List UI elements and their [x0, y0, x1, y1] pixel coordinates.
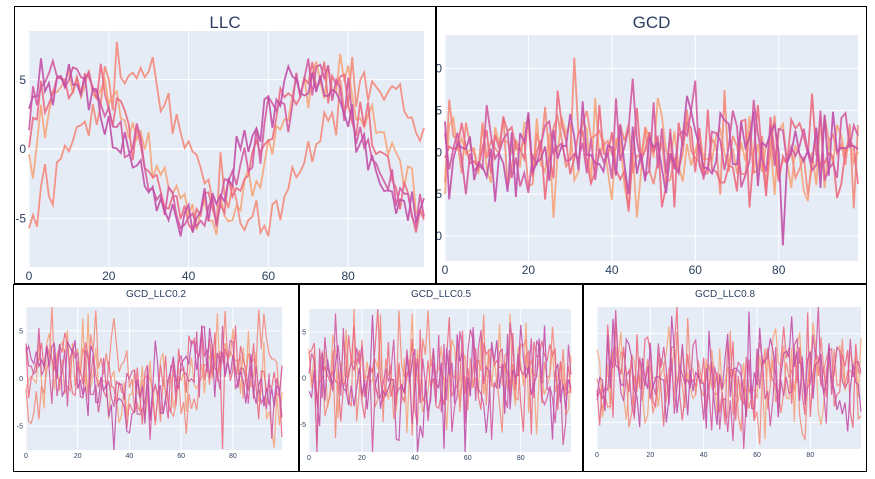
- x-tick-label: 20: [74, 453, 82, 460]
- y-tick-label: 0: [19, 142, 26, 156]
- x-tick-label: 20: [102, 269, 116, 283]
- y-tick-label: -5: [300, 422, 306, 429]
- x-tick-label: 80: [517, 455, 525, 462]
- y-tick-label: -5: [15, 212, 26, 226]
- x-tick-label: 60: [689, 263, 703, 277]
- gcd-llc0.5-chart: 0 20 40 60 80 5 0 -5: [300, 308, 572, 462]
- x-tick-label: 60: [262, 269, 276, 283]
- y-tick-label: 0: [302, 376, 306, 383]
- x-tick-label: 60: [177, 453, 185, 460]
- panel-gcd-llc0.2: 0 20 40 60 80 5 0 -5 GCD_LLC0.2: [13, 284, 299, 472]
- y-tick-label: 5: [437, 104, 442, 118]
- y-tick-label: -5: [17, 424, 23, 431]
- llc-chart: 0 20 40 60 80 5 0 -5: [15, 31, 425, 283]
- x-tick-label: 40: [605, 263, 619, 277]
- y-tick-label: 10: [437, 62, 442, 76]
- series-line: [308, 314, 572, 453]
- x-tick-label: 40: [411, 455, 419, 462]
- chart-title: GCD: [632, 13, 671, 32]
- y-tick-label: 5: [19, 73, 26, 87]
- gcd-llc0.2-chart: 0 20 40 60 80 5 0 -5: [17, 306, 283, 460]
- series-line: [444, 95, 859, 246]
- x-tick-label: 0: [307, 455, 311, 462]
- panel-gcd-llc0.5: 0 20 40 60 80 5 0 -5 GCD_LLC0.5: [299, 284, 583, 472]
- series-line: [28, 57, 425, 230]
- x-tick-label: 80: [342, 269, 356, 283]
- x-tick-label: 80: [772, 263, 786, 277]
- x-tick-label: 0: [26, 269, 33, 283]
- series-line: [308, 308, 572, 435]
- x-tick-label: 40: [700, 452, 708, 459]
- x-tick-label: 40: [182, 269, 196, 283]
- x-tick-label: 60: [464, 455, 472, 462]
- panel-gcd: 0 20 40 60 80 10 5 0 -5 10 GCD: [436, 6, 867, 284]
- panel-llc: 0 20 40 60 80 5 0 -5 LLC: [14, 6, 436, 284]
- chart-title: GCD_LLC0.5: [410, 289, 472, 300]
- y-tick-label: 0: [19, 376, 23, 383]
- series-line: [28, 61, 425, 233]
- x-tick-label: 0: [24, 453, 28, 460]
- x-tick-label: 0: [595, 452, 599, 459]
- series-line: [25, 325, 283, 451]
- x-tick-label: 60: [753, 452, 761, 459]
- x-tick-label: 80: [806, 452, 814, 459]
- chart-title: LLC: [209, 13, 241, 32]
- x-tick-label: 0: [442, 263, 449, 277]
- x-tick-label: 20: [522, 263, 536, 277]
- x-tick-label: 40: [126, 453, 134, 460]
- panel-gcd-llc0.8: 0 20 40 60 80 GCD_LLC0.8: [583, 284, 867, 472]
- series-line: [25, 325, 283, 440]
- y-tick-label: -5: [437, 187, 442, 201]
- gcd-chart: 0 20 40 60 80 10 5 0 -5 10: [437, 35, 859, 277]
- x-tick-label: 20: [358, 455, 366, 462]
- chart-title: GCD_LLC0.2: [125, 289, 187, 300]
- chart-title: GCD_LLC0.8: [694, 289, 756, 300]
- y-tick-label: 5: [302, 330, 306, 337]
- series-line: [596, 306, 862, 450]
- x-tick-label: 80: [229, 453, 237, 460]
- x-tick-label: 20: [646, 452, 654, 459]
- series-line: [25, 325, 283, 450]
- series-line: [28, 58, 425, 237]
- y-tick-label: 5: [19, 328, 23, 335]
- gcd-llc0.8-chart: 0 20 40 60 80: [595, 306, 862, 459]
- series-line: [596, 311, 862, 432]
- y-tick-label: 0: [437, 145, 442, 159]
- y-tick-label: 10: [437, 229, 442, 243]
